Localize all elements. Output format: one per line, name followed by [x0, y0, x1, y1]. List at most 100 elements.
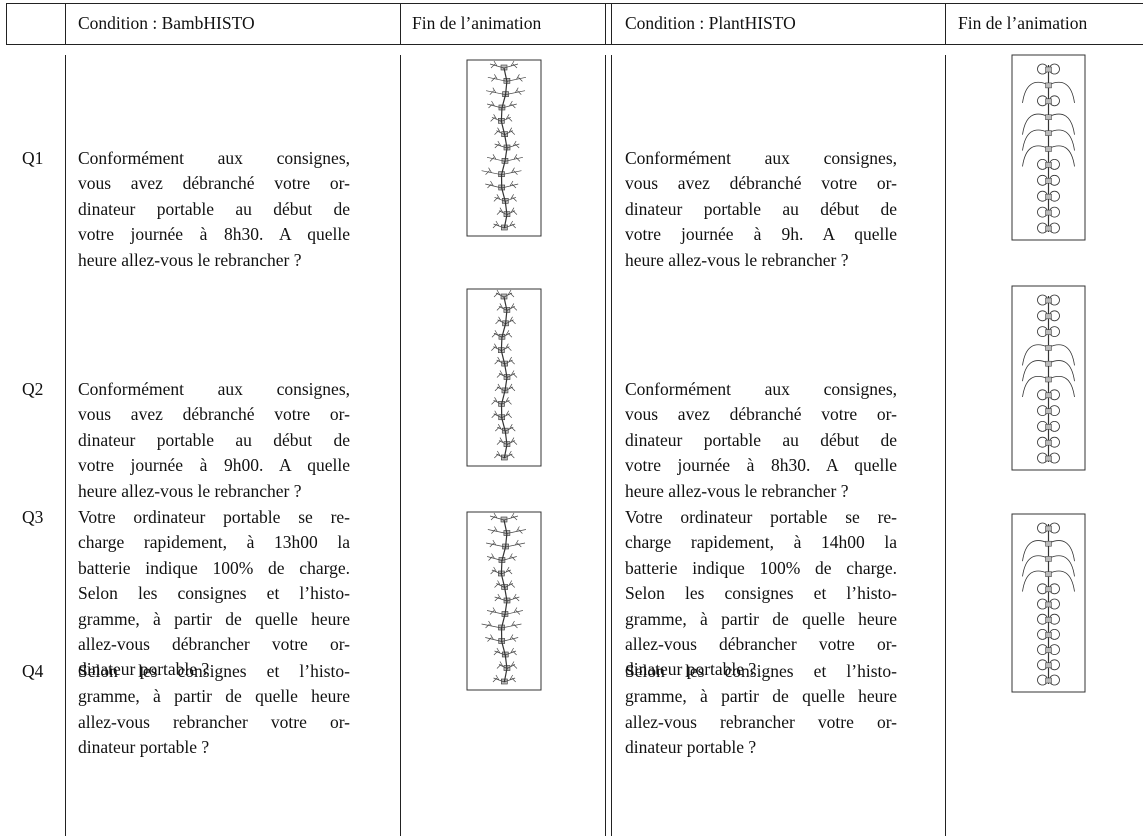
drawing	[1022, 540, 1049, 562]
drawing	[1045, 455, 1052, 462]
drawing	[481, 620, 502, 629]
cell-line: Votre ordinateur portable se re-	[78, 507, 350, 527]
cell-line: heure allez-vous le rebrancher ?	[78, 249, 302, 270]
drawing	[504, 607, 523, 615]
drawing	[485, 634, 502, 642]
drawing	[504, 154, 523, 162]
drawing	[1045, 616, 1052, 623]
cell-line: Selon les consignes et l’histo-	[78, 583, 350, 604]
drawing	[1048, 129, 1075, 151]
rule	[945, 55, 946, 836]
rule	[400, 55, 401, 836]
cell-line: dinateur portable ?	[625, 737, 757, 758]
drawing	[1045, 313, 1052, 320]
drawing	[1045, 130, 1052, 136]
cell-line: dinateur portable au début de	[78, 429, 350, 450]
cell-line: dinateur portable au début de	[78, 198, 350, 219]
drawing	[1045, 601, 1052, 608]
drawing	[504, 356, 515, 365]
drawing	[1045, 424, 1052, 430]
drawing	[503, 289, 515, 298]
drawing	[1045, 408, 1052, 414]
drawing	[494, 140, 508, 149]
drawing	[500, 296, 508, 459]
drawing	[487, 74, 507, 82]
drawing	[1048, 555, 1075, 577]
drawing	[501, 634, 519, 642]
drawing	[481, 167, 502, 176]
drawing	[1048, 145, 1075, 167]
image-frame	[466, 511, 542, 691]
drawing	[504, 580, 516, 588]
drawing	[506, 661, 518, 669]
drawing	[1045, 146, 1052, 152]
image-frame	[1011, 54, 1086, 241]
cell-line: vous avez débranché votre or-	[78, 173, 350, 194]
drawing	[1045, 647, 1052, 653]
drawing	[494, 593, 508, 602]
drawing	[504, 674, 516, 683]
drawing	[505, 423, 516, 432]
rule	[400, 3, 401, 44]
drawing	[504, 383, 516, 392]
drawing	[492, 220, 505, 229]
header-cell: Condition : BambHISTO	[78, 13, 255, 33]
row-label: Q4	[22, 661, 44, 681]
drawing	[501, 410, 512, 419]
drawing	[494, 356, 505, 365]
drawing	[493, 289, 505, 298]
drawing	[1045, 571, 1052, 577]
cell-line: allez-vous rebrancher votre or-	[625, 711, 897, 732]
drawing	[490, 566, 502, 575]
drawing	[1045, 98, 1052, 105]
drawing	[1022, 360, 1049, 382]
drawing	[1022, 570, 1049, 592]
cell-line: votre journée à 9h. A quelle	[625, 224, 897, 245]
drawing	[505, 316, 516, 325]
cell-line: Selon les consignes et l’histo-	[625, 583, 897, 604]
drawing	[494, 450, 505, 459]
drawing	[501, 553, 517, 561]
drawing	[506, 207, 518, 215]
drawing	[1048, 375, 1075, 398]
drawing	[501, 180, 519, 189]
drawing	[505, 194, 517, 202]
cell-line: dinateur portable au début de	[625, 198, 897, 219]
row-label: Q1	[22, 148, 44, 168]
cell-line: batterie indique 100% de charge.	[625, 557, 897, 578]
drawing	[496, 661, 508, 669]
cell-line: dinateur portable ?	[78, 737, 210, 758]
cell-line: charge rapidement, à 13h00 la	[78, 532, 350, 553]
drawing	[504, 450, 515, 459]
drawing	[485, 180, 502, 189]
drawing	[1045, 360, 1052, 367]
drawing	[496, 437, 508, 445]
drawing	[1048, 81, 1075, 103]
drawing	[1045, 632, 1052, 638]
drawing	[494, 383, 506, 392]
drawing	[486, 154, 506, 162]
drawing	[500, 67, 508, 229]
drawing	[490, 114, 502, 122]
drawing	[486, 553, 503, 561]
drawing	[506, 140, 520, 149]
drawing	[506, 526, 527, 534]
drawing	[491, 397, 502, 405]
drawing	[486, 539, 506, 548]
cell-line: Votre ordinateur portable se re-	[625, 507, 897, 527]
row-label: Q2	[22, 379, 44, 399]
header-cell: Fin de l’animation	[412, 13, 542, 33]
drawing	[1045, 376, 1052, 383]
drawing	[493, 647, 506, 656]
rule	[605, 55, 606, 836]
drawing	[1045, 178, 1052, 184]
drawing	[1045, 193, 1052, 200]
cell-line: vous avez débranché votre or-	[625, 404, 897, 425]
drawing	[501, 167, 522, 176]
cell-line: votre journée à 9h00. A quelle	[78, 455, 350, 476]
cell-line: Selon les consignes et l’histo-	[78, 661, 350, 681]
rule	[65, 55, 66, 836]
drawing	[495, 423, 506, 432]
drawing	[1045, 392, 1052, 399]
